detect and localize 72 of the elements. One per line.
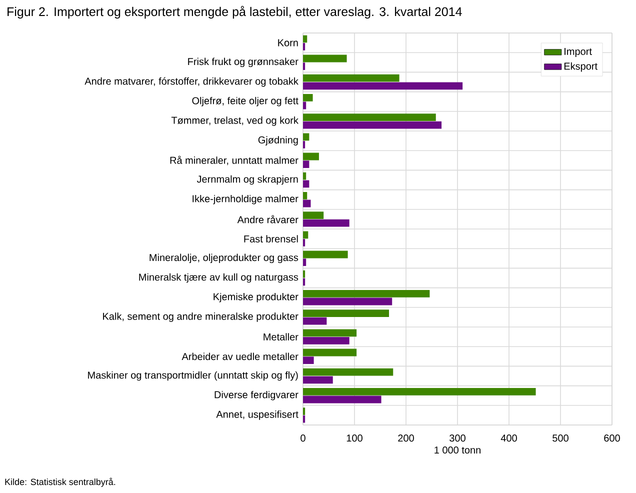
bar [302,376,333,384]
bar [302,43,306,50]
y-tick-label: Gjødning [258,136,298,146]
bar [302,200,311,208]
bar [302,368,394,376]
bar [302,74,400,82]
x-tick-label: 500 [552,434,568,442]
bar [302,337,350,344]
bar [302,317,327,325]
y-tick-label: Kalk, sement og andre mineralske produkter [103,312,298,322]
y-tick-label: Mineralolje, oljeprodukter og gass [150,254,298,264]
x-tick-label: 200 [398,434,414,442]
bar [302,180,310,188]
y-tick-label: Rå mineraler, unntatt malmer [170,156,298,166]
x-tick-label: 600 [604,434,620,442]
bar [302,310,390,317]
x-tick-label: 300 [450,434,466,442]
y-tick-label: Diverse ferdigvarer [214,390,298,400]
bar [302,192,308,200]
bar [302,238,306,246]
y-tick-label: Arbeider av uedle metaller [182,352,298,360]
bar [302,212,324,219]
bar [302,62,306,70]
bar [302,231,308,239]
x-tick-label: 0 [300,434,306,442]
bar [302,290,430,298]
y-tick-label: Tømmer, trelast, ved og kork [171,116,298,126]
y-tick-label: Korn [278,39,298,46]
bar [302,35,308,43]
bar [302,133,310,141]
bar [302,388,536,396]
bar [302,356,314,364]
bar [302,102,306,110]
bar [302,82,463,90]
y-tick-label: Andre råvarer [237,215,298,224]
y-tick-label: Andre matvarer, fórstoffer, drikkevarer og tobakk [84,77,298,87]
bar [302,415,306,423]
bar [302,172,306,180]
y-tick-label: Fast brensel [244,235,298,242]
x-axis-title: 1 000 tonn [434,446,480,454]
text: Kilde: Statistisk sentralbyrå. [5,478,116,487]
bar [302,219,350,227]
bar [302,270,306,278]
legend-label: Import [564,48,592,57]
y-tick-label: Metaller [264,333,298,340]
bar [302,348,357,356]
y-tick-label: Annet, uspesifisert [216,410,298,420]
y-tick-label: Jernmalm og skrapjern [196,175,298,185]
bar [302,141,306,148]
bar [302,258,306,266]
y-tick-label: Oljefrø, feite oljer og fett [192,96,298,106]
bar [302,54,347,62]
y-tick-label: Frisk frukt og grønnsaker [188,58,298,68]
bar [302,250,348,258]
chart-title: Figur 2. Importert og eksportert mengde på lastebil, etter vareslag. 3. kvartal 2014 [8,6,462,19]
bar [302,121,442,129]
legend-label: Eksport [564,62,598,72]
bar [302,152,319,160]
bar [302,114,436,121]
x-tick-label: 400 [500,434,517,442]
bar [302,278,306,286]
bar [302,160,310,168]
bar [302,329,357,337]
y-tick-label: Kjemiske produkter [214,292,298,302]
bar [302,298,392,306]
bar [302,408,306,415]
y-tick-label: Ikke-jernholdige malmer [192,194,298,204]
y-tick-label: Maskiner og transportmidler (unntatt skip og fly) [88,371,298,381]
bar [302,94,313,102]
bar [302,396,382,404]
x-tick-label: 100 [346,434,362,442]
y-tick-label: Mineralsk tjære av kull og naturgass [139,273,298,283]
